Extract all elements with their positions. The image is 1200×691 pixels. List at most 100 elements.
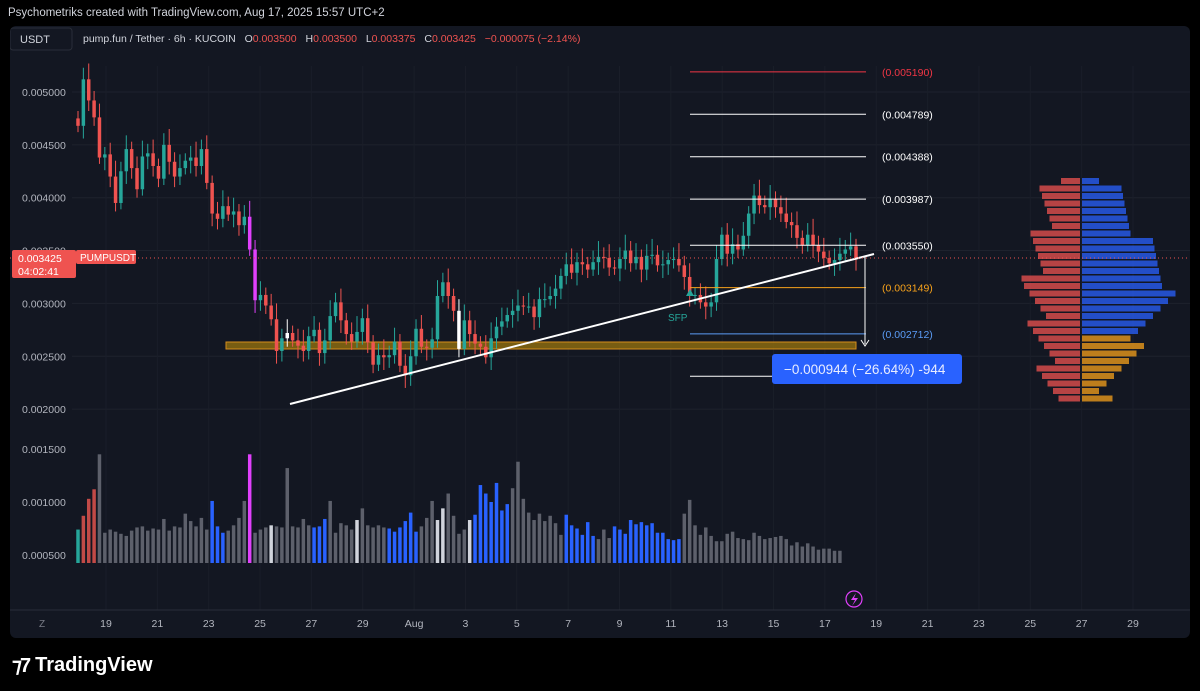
trendline[interactable]	[289, 253, 875, 405]
candle-body[interactable]	[451, 296, 456, 311]
candle-body[interactable]	[135, 168, 139, 190]
candle-body[interactable]	[623, 250, 628, 260]
candle-body[interactable]	[564, 264, 569, 276]
candle-body[interactable]	[92, 100, 96, 118]
candle-body[interactable]	[81, 79, 86, 126]
lightning-icon[interactable]	[845, 590, 863, 608]
currency-button[interactable]: USDT	[10, 27, 73, 51]
candle-body[interactable]	[580, 262, 585, 265]
tradingview-brand[interactable]: ⁊7 TradingView	[12, 653, 153, 678]
candlesticks[interactable]	[76, 63, 858, 388]
candle-body[interactable]	[741, 235, 746, 250]
candle-body[interactable]	[720, 234, 724, 260]
candle-body[interactable]	[151, 153, 155, 166]
candle-body[interactable]	[714, 259, 719, 303]
timezone-z-icon[interactable]: Z	[39, 619, 45, 630]
candle-body[interactable]	[199, 149, 204, 166]
candle-body[interactable]	[140, 156, 145, 190]
chart-frame[interactable]: 0.005000 0.004500 0.004000 0.003500 0.003000…	[10, 26, 1190, 638]
candle-body[interactable]	[430, 339, 434, 348]
candle-body[interactable]	[178, 168, 182, 177]
candle-body[interactable]	[607, 257, 611, 268]
candle-body[interactable]	[441, 282, 445, 297]
candle-body[interactable]	[822, 251, 826, 258]
candle-body[interactable]	[258, 294, 263, 301]
candle-body[interactable]	[773, 198, 778, 208]
candle-body[interactable]	[548, 296, 552, 300]
candle-body[interactable]	[312, 329, 316, 337]
candle-body[interactable]	[537, 299, 542, 318]
candle-body[interactable]	[113, 176, 118, 203]
candle-body[interactable]	[843, 249, 848, 254]
candle-body[interactable]	[167, 144, 171, 162]
candle-body[interactable]	[704, 302, 708, 307]
candle-body[interactable]	[462, 320, 467, 349]
candle-body[interactable]	[205, 149, 209, 183]
candle-body[interactable]	[425, 346, 429, 348]
candle-body[interactable]	[306, 336, 311, 351]
candle-body[interactable]	[516, 305, 520, 311]
candle-body[interactable]	[194, 157, 198, 166]
candle-body[interactable]	[403, 365, 408, 376]
candle-body[interactable]	[376, 355, 381, 365]
candle-body[interactable]	[280, 338, 284, 351]
chart-canvas[interactable]: 0.005000 0.004500 0.004000 0.003500 0.003000…	[10, 26, 1190, 638]
candle-body[interactable]	[709, 302, 713, 307]
candle-body[interactable]	[746, 213, 751, 236]
candle-body[interactable]	[156, 165, 161, 179]
candle-body[interactable]	[602, 256, 606, 258]
candle-body[interactable]	[795, 225, 799, 238]
candle-body[interactable]	[532, 306, 536, 318]
candle-body[interactable]	[618, 259, 622, 269]
candle-body[interactable]	[585, 264, 590, 270]
candle-body[interactable]	[800, 237, 805, 246]
candle-body[interactable]	[76, 118, 80, 126]
candle-body[interactable]	[215, 213, 220, 219]
candle-body[interactable]	[317, 329, 322, 354]
candle-body[interactable]	[296, 340, 300, 346]
candle-body[interactable]	[736, 244, 740, 250]
candle-body[interactable]	[832, 260, 837, 264]
candle-body[interactable]	[253, 249, 257, 301]
candle-body[interactable]	[339, 302, 343, 321]
candle-body[interactable]	[349, 334, 354, 342]
candle-body[interactable]	[355, 331, 359, 342]
measure-box[interactable]: −0.000944 (−26.64%) -944	[772, 354, 962, 384]
candle-body[interactable]	[323, 340, 327, 354]
candle-body[interactable]	[666, 260, 670, 265]
candle-body[interactable]	[242, 216, 247, 226]
candle-body[interactable]	[553, 288, 558, 297]
candle-body[interactable]	[231, 211, 236, 215]
candle-body[interactable]	[392, 341, 397, 356]
candle-body[interactable]	[124, 149, 129, 172]
candle-body[interactable]	[757, 195, 762, 206]
candle-body[interactable]	[789, 222, 794, 226]
candle-body[interactable]	[779, 207, 783, 214]
candle-body[interactable]	[805, 234, 810, 246]
candle-body[interactable]	[687, 276, 692, 297]
candle-body[interactable]	[414, 328, 418, 357]
candle-body[interactable]	[108, 154, 112, 177]
candle-body[interactable]	[162, 144, 166, 179]
candle-body[interactable]	[457, 310, 461, 349]
candle-body[interactable]	[848, 246, 853, 250]
candle-body[interactable]	[129, 149, 134, 169]
candle-body[interactable]	[763, 205, 767, 208]
candle-body[interactable]	[650, 254, 654, 256]
candle-body[interactable]	[285, 332, 289, 339]
fib-levels[interactable]: (0.005190) (0.004789) (0.004388) (0.003987)…	[690, 67, 933, 383]
candle-body[interactable]	[398, 341, 402, 366]
candle-body[interactable]	[543, 299, 547, 301]
candle-body[interactable]	[510, 310, 515, 316]
candle-body[interactable]	[371, 342, 375, 365]
candle-body[interactable]	[489, 338, 493, 358]
candle-body[interactable]	[854, 246, 858, 258]
candle-body[interactable]	[478, 343, 483, 347]
candle-body[interactable]	[210, 182, 214, 214]
candle-body[interactable]	[360, 318, 365, 332]
candle-body[interactable]	[247, 216, 252, 250]
candle-body[interactable]	[671, 259, 676, 261]
candle-body[interactable]	[484, 346, 488, 358]
candle-body[interactable]	[119, 171, 123, 203]
candle-body[interactable]	[752, 195, 756, 214]
